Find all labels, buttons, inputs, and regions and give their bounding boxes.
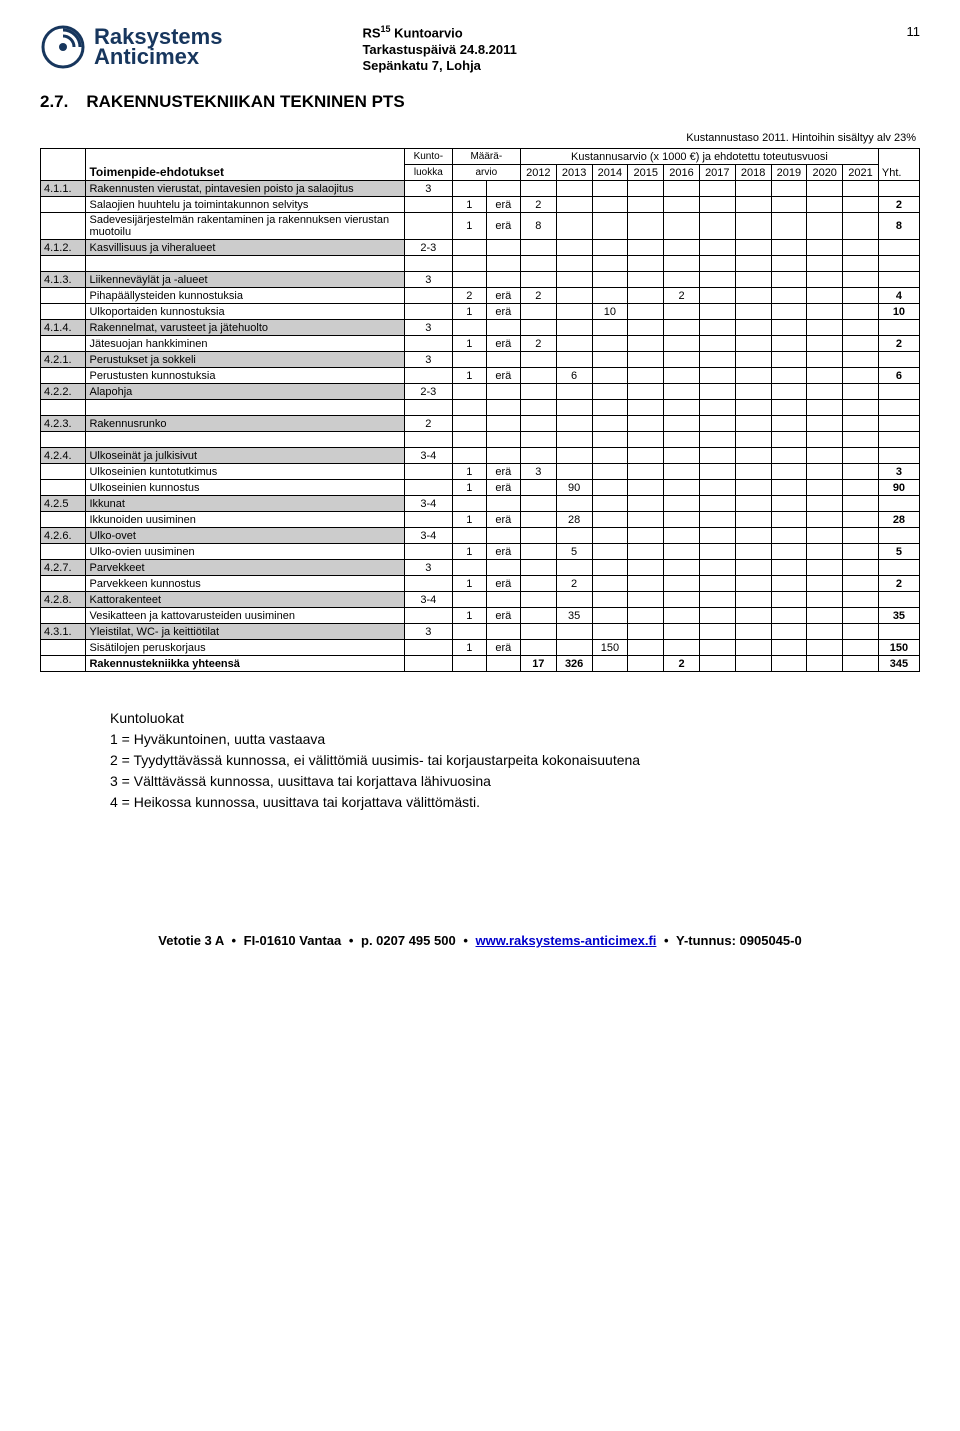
logo-swirl-icon bbox=[40, 24, 86, 70]
table-row: 4.2.7.Parvekkeet3 bbox=[41, 560, 920, 576]
footer-ytunnus: Y-tunnus: 0905045-0 bbox=[676, 933, 802, 948]
footer-url[interactable]: www.raksystems-anticimex.fi bbox=[476, 933, 657, 948]
section-number: 2.7. bbox=[40, 92, 68, 111]
logo-line2: Anticimex bbox=[94, 46, 222, 68]
table-row: 4.1.1.Rakennusten vierustat, pintavesien… bbox=[41, 181, 920, 197]
th-kunto2: luokka bbox=[404, 165, 452, 181]
th-2012: 2012 bbox=[520, 165, 556, 181]
table-row: 4.2.8.Kattorakenteet3-4 bbox=[41, 592, 920, 608]
th-2021: 2021 bbox=[843, 165, 879, 181]
cost-basis-note: Kustannustaso 2011. Hintoihin sisältyy a… bbox=[40, 132, 920, 144]
inspection-date: Tarkastuspäivä 24.8.2011 bbox=[362, 42, 516, 58]
table-row: Jätesuojan hankkiminen1erä22 bbox=[41, 336, 920, 352]
th-cost-span: Kustannusarvio (x 1000 €) ja ehdotettu t… bbox=[520, 149, 878, 165]
doc-sup: 15 bbox=[381, 24, 391, 34]
legend-block: Kuntoluokat 1 = Hyväkuntoinen, uutta vas… bbox=[110, 708, 920, 813]
doc-prefix: RS bbox=[362, 25, 380, 40]
legend-title: Kuntoluokat bbox=[110, 708, 920, 729]
table-row: 4.1.3.Liikenneväylät ja -alueet3 bbox=[41, 272, 920, 288]
table-row: Perustusten kunnostuksia1erä66 bbox=[41, 368, 920, 384]
th-maara1: Määrä- bbox=[452, 149, 520, 165]
legend-item-3: 3 = Välttävässä kunnossa, uusittava tai … bbox=[110, 771, 920, 792]
legend-item-4: 4 = Heikossa kunnossa, uusittava tai kor… bbox=[110, 792, 920, 813]
table-row: Ulko-ovien uusiminen1erä55 bbox=[41, 544, 920, 560]
footer-postal: FI-01610 Vantaa bbox=[244, 933, 342, 948]
table-row: 4.2.1.Perustukset ja sokkeli3 bbox=[41, 352, 920, 368]
th-2019: 2019 bbox=[771, 165, 807, 181]
th-2013: 2013 bbox=[556, 165, 592, 181]
th-kunto1: Kunto- bbox=[404, 149, 452, 165]
th-2014: 2014 bbox=[592, 165, 628, 181]
table-row: Sadevesijärjestelmän rakentaminen ja rak… bbox=[41, 213, 920, 240]
table-row: 4.2.2.Alapohja2-3 bbox=[41, 384, 920, 400]
table-row: 4.1.4.Rakennelmat, varusteet ja jätehuol… bbox=[41, 320, 920, 336]
table-row: 4.2.5Ikkunat3-4 bbox=[41, 496, 920, 512]
table-row bbox=[41, 256, 920, 272]
table-row: Vesikatteen ja kattovarusteiden uusimine… bbox=[41, 608, 920, 624]
footer-phone: p. 0207 495 500 bbox=[361, 933, 456, 948]
th-toimenpide: Toimenpide-ehdotukset bbox=[86, 149, 404, 181]
th-yht: Yht. bbox=[878, 149, 919, 181]
document-meta: RS15 Kuntoarvio Tarkastuspäivä 24.8.2011… bbox=[362, 24, 516, 74]
page-number: 11 bbox=[907, 24, 921, 39]
table-row: Parvekkeen kunnostus1erä22 bbox=[41, 576, 920, 592]
table-row bbox=[41, 432, 920, 448]
pts-table: Toimenpide-ehdotukset Kunto- Määrä- Kust… bbox=[40, 148, 920, 672]
property-address: Sepänkatu 7, Lohja bbox=[362, 58, 516, 74]
table-row: Sisätilojen peruskorjaus1erä150150 bbox=[41, 640, 920, 656]
table-row: Ulkoseinien kuntotutkimus1erä33 bbox=[41, 464, 920, 480]
th-2017: 2017 bbox=[699, 165, 735, 181]
doc-title: Kuntoarvio bbox=[391, 25, 463, 40]
th-2016: 2016 bbox=[664, 165, 700, 181]
table-row: Ikkunoiden uusiminen1erä2828 bbox=[41, 512, 920, 528]
table-row bbox=[41, 400, 920, 416]
table-row: 4.2.4.Ulkoseinät ja julkisivut3-4 bbox=[41, 448, 920, 464]
th-2018: 2018 bbox=[735, 165, 771, 181]
document-header: Raksystems Anticimex RS15 Kuntoarvio Tar… bbox=[40, 24, 920, 74]
footer-addr: Vetotie 3 A bbox=[158, 933, 224, 948]
th-2015: 2015 bbox=[628, 165, 664, 181]
legend-item-1: 1 = Hyväkuntoinen, uutta vastaava bbox=[110, 729, 920, 750]
table-row: Rakennustekniikka yhteensä173262345 bbox=[41, 656, 920, 672]
table-row: Ulkoportaiden kunnostuksia1erä1010 bbox=[41, 304, 920, 320]
table-row: 4.2.6.Ulko-ovet3-4 bbox=[41, 528, 920, 544]
section-heading: RAKENNUSTEKNIIKAN TEKNINEN PTS bbox=[86, 92, 404, 111]
legend-item-2: 2 = Tyydyttävässä kunnossa, ei välittömi… bbox=[110, 750, 920, 771]
th-2020: 2020 bbox=[807, 165, 843, 181]
table-row: Salaojien huuhtelu ja toimintakunnon sel… bbox=[41, 197, 920, 213]
page-footer: Vetotie 3 A • FI-01610 Vantaa • p. 0207 … bbox=[40, 933, 920, 948]
company-logo: Raksystems Anticimex bbox=[40, 24, 222, 70]
table-row: Pihapäällysteiden kunnostuksia2erä224 bbox=[41, 288, 920, 304]
table-row: 4.1.2.Kasvillisuus ja viheralueet2-3 bbox=[41, 240, 920, 256]
table-row: 4.2.3.Rakennusrunko2 bbox=[41, 416, 920, 432]
table-row: 4.3.1.Yleistilat, WC- ja keittiötilat3 bbox=[41, 624, 920, 640]
th-maara2: arvio bbox=[452, 165, 520, 181]
section-title: 2.7. RAKENNUSTEKNIIKAN TEKNINEN PTS bbox=[40, 92, 920, 112]
table-row: Ulkoseinien kunnostus1erä9090 bbox=[41, 480, 920, 496]
